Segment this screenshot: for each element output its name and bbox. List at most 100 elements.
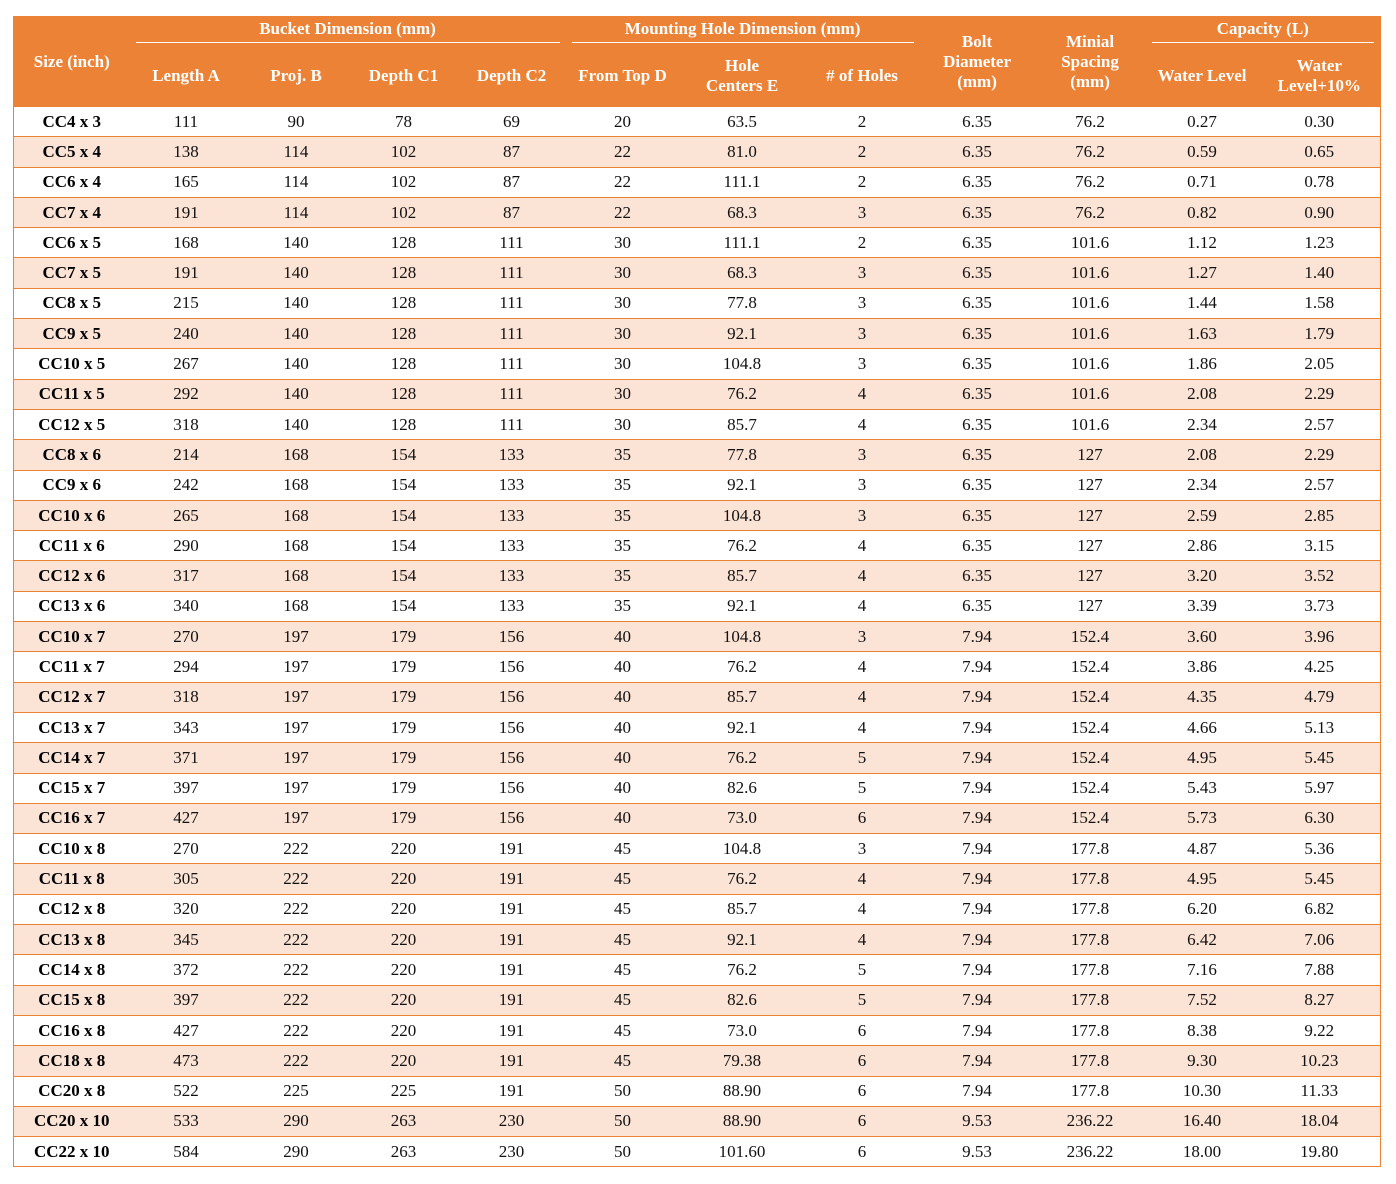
table-cell: 177.8 bbox=[1070, 929, 1110, 949]
table-cell: 179 bbox=[390, 747, 417, 767]
table-row: CC15 x 8 397 222 220 191 45 82.6 5 7.94 177.8 7.52… bbox=[13, 985, 1381, 1016]
table-row: CC22 x 10 584 290 263 230 50 101.60 6 9.53 236.22… bbox=[13, 1136, 1381, 1167]
table-cell: 133 bbox=[498, 475, 525, 495]
table-row: CC11 x 7 294 197 179 156 40 76.2 4 7.94 152.4 3.86… bbox=[13, 651, 1381, 683]
table-cell: 6.35 bbox=[962, 566, 992, 586]
table-cell: 7.94 bbox=[962, 626, 992, 646]
table-cell: 133 bbox=[498, 596, 525, 616]
table-cell: 114 bbox=[283, 141, 309, 161]
table-cell: 220 bbox=[390, 929, 417, 949]
table-cell: 68.3 bbox=[727, 202, 757, 222]
table-cell: 154 bbox=[390, 475, 417, 495]
table-cell: 4 bbox=[857, 869, 867, 889]
table-cell: 6.42 bbox=[1187, 929, 1217, 949]
table-cell: 68.3 bbox=[727, 263, 757, 283]
header-bolt: Bolt Diameter (mm) bbox=[919, 16, 1035, 107]
table-cell: 156 bbox=[498, 656, 525, 676]
table-cell: 127 bbox=[1077, 444, 1103, 464]
table-row: CC14 x 8 372 222 220 191 45 76.2 5 7.94 177.8 7.16… bbox=[13, 954, 1381, 986]
table-cell: 6.35 bbox=[962, 414, 992, 434]
table-cell: 6.35 bbox=[962, 354, 992, 374]
table-cell: 85.7 bbox=[727, 566, 757, 586]
table-cell: 3.60 bbox=[1187, 626, 1217, 646]
table-cell: 263 bbox=[390, 1141, 417, 1161]
table-cell: 7.94 bbox=[962, 656, 992, 676]
table-cell: 6 bbox=[857, 1141, 867, 1161]
table-cell: 5.73 bbox=[1187, 808, 1217, 828]
table-cell: 111.1 bbox=[723, 232, 761, 252]
table-cell: 290 bbox=[283, 1141, 309, 1161]
table-row: CC12 x 6 317 168 154 133 35 85.7 4 6.35 127 3.20 3.… bbox=[13, 560, 1381, 592]
table-row: CC6 x 4 165 114 102 87 22 111.1 2 6.35 76.2 0.71 0.… bbox=[13, 167, 1381, 198]
table-cell: 6.35 bbox=[962, 263, 992, 283]
table-cell: 111 bbox=[499, 263, 524, 283]
table-cell: 152.4 bbox=[1070, 626, 1110, 646]
table-cell: 7.94 bbox=[962, 1081, 992, 1101]
table-cell: 92.1 bbox=[727, 475, 757, 495]
cell-size: CC11 x 8 bbox=[38, 869, 105, 889]
table-cell: 127 bbox=[1077, 505, 1103, 525]
cell-size: CC16 x 7 bbox=[38, 808, 106, 828]
table-cell: 156 bbox=[498, 687, 525, 707]
table-cell: 7.94 bbox=[962, 929, 992, 949]
table-cell: 1.86 bbox=[1187, 354, 1217, 374]
table-cell: 3 bbox=[857, 475, 867, 495]
table-cell: 230 bbox=[498, 1141, 525, 1161]
table-cell: 88.90 bbox=[722, 1111, 762, 1131]
table-cell: 5.13 bbox=[1304, 717, 1335, 737]
table-cell: 140 bbox=[283, 323, 309, 343]
table-cell: 111 bbox=[499, 232, 524, 252]
table-cell: 152.4 bbox=[1070, 687, 1110, 707]
table-cell: 73.0 bbox=[727, 808, 757, 828]
table-cell: 5.45 bbox=[1304, 747, 1335, 767]
table-cell: 152.4 bbox=[1070, 808, 1110, 828]
table-cell: 240 bbox=[173, 323, 199, 343]
table-cell: 30 bbox=[614, 293, 632, 313]
table-cell: 191 bbox=[498, 959, 525, 979]
table-cell: 191 bbox=[498, 899, 525, 919]
cell-size: CC6 x 5 bbox=[42, 232, 102, 252]
table-cell: 85.7 bbox=[727, 687, 757, 707]
table-cell: 76.2 bbox=[1075, 141, 1105, 161]
table-cell: 168 bbox=[283, 535, 309, 555]
table-cell: 9.53 bbox=[962, 1141, 992, 1161]
table-cell: 156 bbox=[498, 626, 525, 646]
table-cell: 4 bbox=[857, 384, 867, 404]
table-cell: 1.79 bbox=[1304, 323, 1335, 343]
table-cell: 76.2 bbox=[727, 656, 757, 676]
table-cell: 3.96 bbox=[1304, 626, 1335, 646]
table-cell: 197 bbox=[283, 808, 309, 828]
table-cell: 19.80 bbox=[1300, 1141, 1339, 1161]
table-row: CC20 x 8 522 225 225 191 50 88.90 6 7.94 177.8 10.… bbox=[13, 1076, 1381, 1107]
table-cell: 215 bbox=[173, 293, 199, 313]
table-cell: 7.52 bbox=[1187, 990, 1217, 1010]
table-cell: 165 bbox=[173, 172, 199, 192]
table-cell: 7.94 bbox=[962, 838, 992, 858]
table-cell: 294 bbox=[173, 656, 199, 676]
table-cell: 154 bbox=[390, 505, 417, 525]
table-cell: 92.1 bbox=[727, 596, 757, 616]
table-cell: 88.90 bbox=[722, 1081, 762, 1101]
table-cell: 584 bbox=[173, 1141, 199, 1161]
cell-size: CC8 x 5 bbox=[42, 293, 102, 313]
table-cell: 40 bbox=[614, 656, 632, 676]
table-cell: 76.2 bbox=[1075, 172, 1105, 192]
table-cell: 177.8 bbox=[1070, 869, 1110, 889]
table-cell: 4 bbox=[857, 717, 867, 737]
table-cell: 179 bbox=[390, 626, 417, 646]
cell-size: CC13 x 8 bbox=[38, 929, 106, 949]
table-cell: 102 bbox=[390, 202, 417, 222]
table-cell: 4.25 bbox=[1304, 656, 1335, 676]
table-row: CC9 x 6 242 168 154 133 35 92.1 3 6.35 127 2.34 2.5… bbox=[13, 470, 1381, 501]
table-cell: 92.1 bbox=[727, 929, 757, 949]
table-cell: 4.79 bbox=[1304, 687, 1335, 707]
table-cell: 4 bbox=[857, 687, 867, 707]
table-cell: 191 bbox=[498, 1020, 525, 1040]
table-cell: 45 bbox=[614, 838, 632, 858]
table-cell: 6.30 bbox=[1304, 808, 1335, 828]
header-depth-c2: Depth C2 bbox=[457, 45, 566, 107]
table-cell: 82.6 bbox=[727, 990, 757, 1010]
table-cell: 4 bbox=[857, 535, 867, 555]
table-cell: 63.5 bbox=[727, 111, 757, 131]
table-cell: 197 bbox=[283, 626, 309, 646]
